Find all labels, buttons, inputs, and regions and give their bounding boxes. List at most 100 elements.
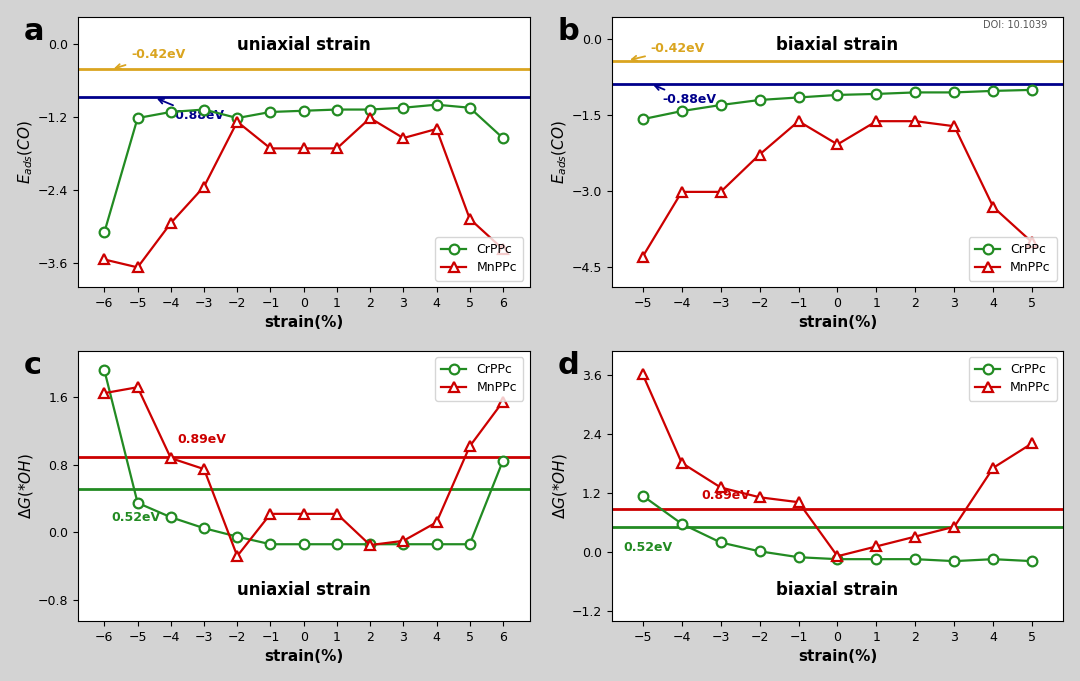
CrPPc [948,557,961,565]
MnPPc [792,498,805,506]
CrPPc [264,540,276,548]
MnPPc [264,144,276,153]
MnPPc [198,183,211,191]
MnPPc [164,219,177,227]
CrPPc [330,540,343,548]
Text: 0.89eV: 0.89eV [701,489,751,502]
CrPPc [330,106,343,114]
CrPPc [753,548,766,556]
MnPPc [98,389,111,397]
CrPPc [497,134,510,142]
CrPPc [1026,557,1039,565]
MnPPc [909,533,922,541]
CrPPc [231,533,244,541]
Text: DOI: 10.1039: DOI: 10.1039 [984,20,1048,31]
MnPPc [831,140,843,148]
CrPPc [714,539,727,547]
CrPPc [497,456,510,464]
Text: d: d [557,351,579,380]
CrPPc [396,104,409,112]
Y-axis label: $\mathit{E}_{ads}(CO)$: $\mathit{E}_{ads}(CO)$ [16,120,35,184]
MnPPc [364,541,377,549]
CrPPc [430,540,443,548]
MnPPc [636,253,649,261]
MnPPc [430,125,443,133]
Line: CrPPc: CrPPc [638,491,1037,566]
CrPPc [714,101,727,109]
MnPPc [98,255,111,264]
CrPPc [987,555,1000,563]
MnPPc [675,459,688,467]
MnPPc [831,552,843,560]
Line: MnPPc: MnPPc [99,382,508,561]
X-axis label: strain(%): strain(%) [264,649,343,665]
MnPPc [430,518,443,526]
MnPPc [714,188,727,196]
MnPPc [164,454,177,462]
CrPPc [909,89,922,97]
Text: 0.89eV: 0.89eV [177,433,227,446]
CrPPc [164,513,177,522]
MnPPc [198,465,211,473]
X-axis label: strain(%): strain(%) [798,649,877,665]
CrPPc [870,555,883,563]
MnPPc [330,510,343,518]
CrPPc [364,106,377,114]
Line: MnPPc: MnPPc [638,370,1037,561]
CrPPc [636,492,649,500]
CrPPc [198,524,211,533]
Legend: CrPPc, MnPPc: CrPPc, MnPPc [969,237,1057,281]
MnPPc [909,117,922,125]
MnPPc [264,510,276,518]
MnPPc [987,464,1000,472]
Line: CrPPc: CrPPc [638,85,1037,124]
MnPPc [396,134,409,142]
CrPPc [831,91,843,99]
MnPPc [987,203,1000,211]
X-axis label: strain(%): strain(%) [264,315,343,330]
MnPPc [131,264,144,272]
MnPPc [675,188,688,196]
CrPPc [231,114,244,122]
Text: -0.42eV: -0.42eV [116,48,185,69]
MnPPc [636,370,649,379]
MnPPc [870,117,883,125]
Text: 0.52eV: 0.52eV [111,511,160,524]
CrPPc [98,228,111,236]
Text: uniaxial strain: uniaxial strain [237,582,370,599]
Y-axis label: $\mathit{E}_{ads}(CO)$: $\mathit{E}_{ads}(CO)$ [551,120,569,184]
MnPPc [231,118,244,126]
Text: biaxial strain: biaxial strain [777,35,899,54]
CrPPc [463,540,476,548]
CrPPc [987,86,1000,95]
Text: biaxial strain: biaxial strain [777,582,899,599]
CrPPc [364,540,377,548]
MnPPc [364,114,377,122]
MnPPc [792,117,805,125]
Text: b: b [557,16,579,46]
MnPPc [753,151,766,159]
Text: a: a [24,16,44,46]
CrPPc [131,114,144,122]
Text: uniaxial strain: uniaxial strain [237,35,370,54]
CrPPc [463,104,476,112]
MnPPc [1026,439,1039,447]
MnPPc [1026,238,1039,247]
CrPPc [792,93,805,101]
CrPPc [98,366,111,375]
CrPPc [675,520,688,528]
X-axis label: strain(%): strain(%) [798,315,877,330]
MnPPc [463,442,476,450]
Text: -0.88eV: -0.88eV [159,99,225,122]
Line: MnPPc: MnPPc [99,113,508,272]
MnPPc [753,493,766,501]
MnPPc [330,144,343,153]
CrPPc [948,89,961,97]
Text: 0.52eV: 0.52eV [623,541,673,554]
CrPPc [909,555,922,563]
CrPPc [792,553,805,561]
MnPPc [870,542,883,550]
MnPPc [231,552,244,560]
Text: -0.88eV: -0.88eV [654,85,716,106]
MnPPc [463,215,476,223]
